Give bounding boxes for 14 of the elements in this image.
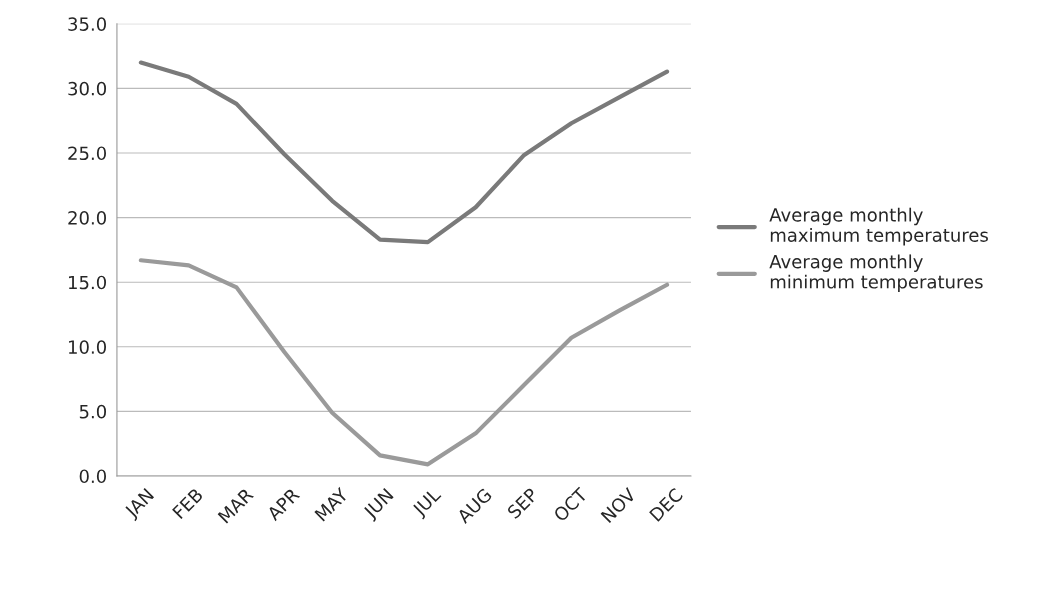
y-tick-label: 25.0 [68, 146, 107, 161]
legend-label: Average monthly maximum temperatures [769, 207, 988, 246]
y-tick-label: 30.0 [68, 81, 107, 96]
y-tick-label: 20.0 [68, 211, 107, 225]
x-tick-label: JUL [411, 486, 444, 520]
line-series [138, 60, 670, 245]
y-tick-label: 5.0 [79, 404, 107, 419]
x-tick-label: FEB [172, 487, 204, 520]
line-series [138, 258, 670, 467]
y-tick-label: 10.0 [68, 340, 107, 354]
y-tick-label: 35.0 [68, 17, 107, 31]
legend-label: Average monthly minimum temperatures [769, 254, 983, 293]
y-tick-label: 0.0 [79, 469, 107, 484]
y-tick-label: 15.0 [68, 275, 107, 290]
